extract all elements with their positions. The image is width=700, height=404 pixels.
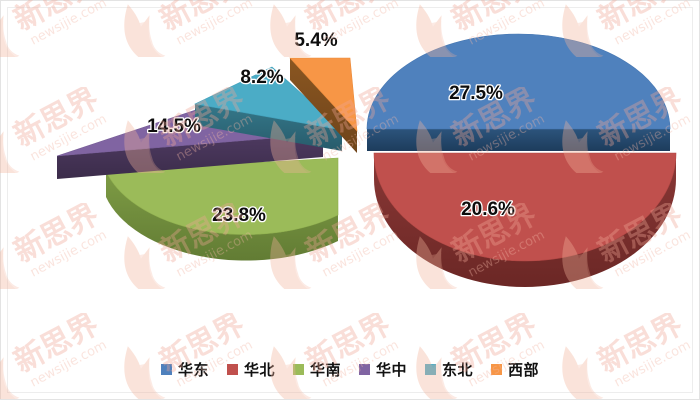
slice-huadong[interactable] [366,33,671,151]
slice-huadong-side [367,129,670,151]
slice-dongbei-side [195,104,342,151]
legend-swatch-huadong [160,363,172,375]
slice-huabei[interactable] [373,152,677,287]
slice-huanan-top [105,157,339,235]
legend-item-xibu[interactable]: 西部 [491,359,539,380]
legend-item-huazhong[interactable]: 华中 [359,359,407,380]
legend-label-huanan: 华南 [309,360,341,379]
slice-xibu-side [290,58,357,153]
legend-swatch-dongbei [425,363,437,375]
legend-label-huadong: 华东 [177,360,209,379]
slice-huanan[interactable] [105,157,339,261]
legend-label-dongbei: 东北 [442,360,474,379]
legend-item-huadong[interactable]: 华东 [160,359,209,380]
legend-swatch-huabei [226,363,238,375]
legend-swatch-xibu [491,363,503,375]
slice-label-xibu: 5.4% [294,30,337,51]
slice-label-dongbei: 8.2% [240,67,283,88]
slice-huazhong-side [57,134,323,179]
slice-huabei-top [373,152,677,262]
legend-label-huabei: 华北 [243,360,275,379]
slice-label-huadong: 27.5% [449,83,503,104]
slice-huanan-side [106,171,338,261]
slice-xibu[interactable] [289,57,358,153]
slice-label-huanan: 23.8% [212,205,266,226]
slice-label-huazhong: 14.5% [147,116,201,137]
slice-xibu-top [289,57,358,132]
legend-label-huazhong: 华中 [376,360,408,379]
legend-swatch-huazhong [359,363,370,375]
legend-item-huanan[interactable]: 华南 [292,359,341,380]
slice-label-huabei: 20.6% [461,199,515,220]
slice-huadong-top [366,33,671,130]
slice-huabei-side [374,153,676,287]
legend-label-xibu: 西部 [508,360,540,379]
chart-legend: 华东 华北 华南 华中 东北 西部 [1,355,699,383]
legend-swatch-huanan [292,363,304,375]
legend-item-dongbei[interactable]: 东北 [425,359,473,380]
legend-item-huabei[interactable]: 华北 [226,359,275,380]
